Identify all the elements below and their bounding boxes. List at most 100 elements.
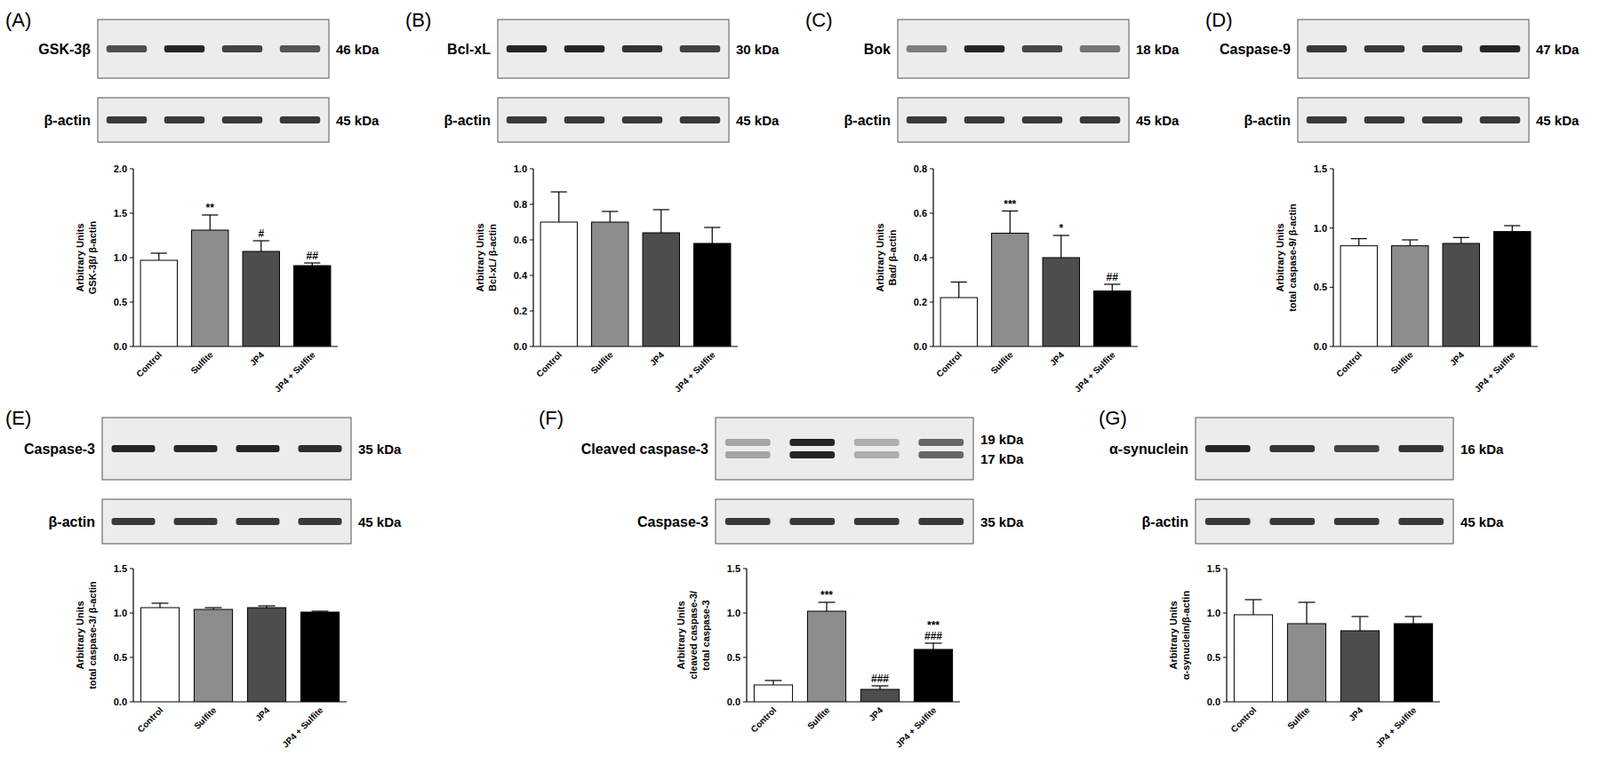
y-tick [529, 204, 534, 206]
blot-label: Caspase-3 [637, 514, 709, 530]
x-tick-label: Control [134, 349, 164, 379]
y-tick-label: 1.5 [113, 563, 128, 575]
blot-band [106, 116, 148, 124]
y-tick [929, 257, 934, 259]
bar [1094, 291, 1131, 348]
error-cap [1351, 616, 1368, 617]
x-tick-label: Sulfite [1285, 704, 1312, 732]
marks [753, 602, 952, 703]
significance: * [1058, 222, 1064, 235]
bar [1340, 631, 1379, 703]
blot-band [1364, 45, 1406, 53]
blot-band [918, 451, 964, 459]
y-tick-label: 0.8 [513, 199, 528, 210]
error-bar [260, 240, 262, 252]
blot-size: 45 kDa [1536, 112, 1580, 128]
blot-size: 45 kDa [336, 112, 380, 128]
y-axis-label: Arbitrary Units [1274, 223, 1286, 292]
error-bar [1060, 235, 1062, 258]
y-tick [129, 613, 134, 615]
x-tick-label: JP4 + Sulfite [1072, 349, 1118, 394]
y-tick [1329, 287, 1334, 288]
panel: (A)GSK-3β46 kDaβ-actin45 kDa0.00.51.01.5… [5, 8, 380, 395]
panel: (D)Caspase-947 kDaβ-actin45 kDa0.00.51.0… [1205, 8, 1580, 395]
panel-label: (F) [538, 407, 564, 430]
bar [242, 251, 280, 347]
y-tick-label: 0.0 [113, 696, 128, 708]
error-bar [660, 209, 662, 233]
y-tick [129, 346, 134, 348]
y-tick-label: 1.5 [1313, 163, 1328, 175]
error-cap [151, 602, 168, 604]
y-axis-label: Arbitrary Units [74, 223, 86, 292]
blot-band [1022, 45, 1064, 53]
blot-band [1364, 116, 1406, 124]
panel-label: (E) [5, 407, 32, 430]
panel-label: (B) [405, 8, 432, 32]
error-cap [817, 601, 835, 603]
blot-size: 18 kDa [1136, 41, 1180, 57]
x-tick-label: Control [1229, 704, 1259, 735]
y-axis-label: total caspase-3/ β-actin [87, 581, 98, 690]
error-cap [601, 210, 618, 212]
error-cap [1401, 239, 1418, 240]
blot-band [725, 451, 771, 459]
blot-band [854, 439, 900, 447]
error-cap [924, 642, 942, 644]
bar [140, 260, 177, 347]
x-tick-label: JP4 + Sulfite [672, 349, 718, 394]
blot-band [1398, 518, 1444, 526]
y-axis [1225, 568, 1227, 703]
error-cap [871, 685, 888, 687]
y-tick-label: 0.0 [727, 696, 741, 708]
blot-size: 35 kDa [358, 441, 402, 457]
blot-band [789, 451, 835, 459]
blot-band [1080, 45, 1121, 53]
blot-frame [715, 499, 974, 544]
blot-size: 45 kDa [1460, 514, 1504, 530]
error-cap [551, 191, 568, 192]
error-cap [1504, 224, 1520, 226]
y-axis-label: α-synuclein/β-actin [1180, 591, 1192, 681]
blot-label: β-actin [48, 514, 96, 530]
blot-band [1205, 518, 1251, 526]
y-tick [129, 568, 134, 570]
x-tick-label: JP4 [253, 704, 272, 724]
blot-size: 19 kDa [980, 432, 1024, 448]
blot-band [564, 45, 606, 53]
error-bar [1412, 616, 1414, 624]
x-tick-label: Sulfite [988, 349, 1016, 376]
x-tick-label: JP4 [1346, 704, 1366, 724]
y-tick [929, 213, 934, 215]
panel: (F)Cleaved caspase-319 kDa17 kDaCaspase-… [538, 407, 1024, 751]
y-tick-label: 1.0 [113, 252, 128, 264]
error-cap [1244, 599, 1262, 600]
blot-frame [497, 97, 729, 143]
error-cap [1001, 210, 1018, 212]
y-tick [743, 702, 747, 704]
x-tick-label: JP4 + Sulfite [1373, 704, 1418, 750]
blot-band [906, 116, 948, 124]
blot-band [1334, 445, 1380, 453]
panel-label: (D) [1205, 8, 1233, 32]
bar [860, 689, 899, 703]
x-tick-label: Sulfite [1388, 349, 1416, 376]
panel: (C)Bok18 kDaβ-actin45 kDa0.00.20.40.60.8… [805, 8, 1180, 395]
bar [642, 232, 680, 347]
blot-band [1269, 445, 1315, 453]
blot-frame [1195, 499, 1454, 544]
blot-band [1480, 45, 1521, 53]
blot-label: β-actin [1142, 514, 1189, 530]
y-axis [745, 568, 747, 703]
y-tick-label: 0.6 [913, 208, 928, 219]
x-tick-label: JP4 + Sulfite [893, 704, 938, 750]
blot-label: β-actin [1244, 112, 1291, 128]
y-tick [1223, 657, 1227, 659]
blot-band [680, 45, 721, 53]
x-tick-label: JP4 [1448, 349, 1467, 368]
bar [192, 230, 229, 347]
figure: (A)GSK-3β46 kDaβ-actin45 kDa0.00.51.01.5… [0, 0, 1600, 764]
blot-band [1422, 116, 1464, 124]
y-tick [1223, 568, 1227, 570]
y-tick-label: 0.5 [113, 652, 128, 664]
